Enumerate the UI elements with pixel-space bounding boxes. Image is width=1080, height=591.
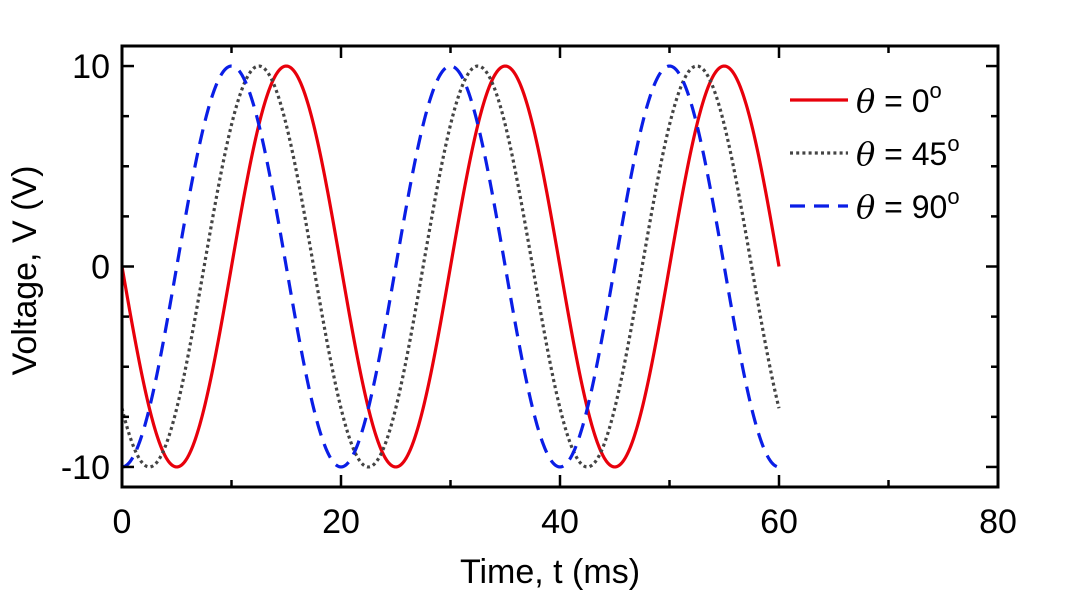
y-axis-title: Voltage, V (V) [6,166,44,376]
x-tick-label: 60 [760,503,798,541]
y-tick-label: 10 [72,48,110,86]
legend-degree-sup: o [947,131,959,156]
legend-label-1: θ = 45o [856,131,960,173]
x-axis-title: Time, t (ms) [460,553,640,591]
legend-degree-sup: o [947,184,959,209]
legend-theta-symbol: θ [856,135,875,173]
y-tick-label: -10 [61,449,110,487]
x-tick-label: 20 [322,503,360,541]
legend-label-text: = 45 [875,136,947,172]
series-line-1 [120,64,781,469]
legend-label-2: θ = 90o [856,184,960,226]
x-tick-label: 0 [113,503,132,541]
series-layer [120,64,781,469]
x-tick-label: 40 [541,503,579,541]
legend-label-text: = 0 [875,83,929,119]
legend-degree-sup: o [930,78,942,103]
series-line-2 [121,64,780,469]
legend-theta-symbol: θ [856,82,875,120]
series-line-0 [120,64,781,469]
legend-theta-symbol: θ [856,188,875,226]
y-tick-label: 0 [91,249,110,287]
x-tick-label: 80 [979,503,1017,541]
legend-label-text: = 90 [875,189,947,225]
legend-label-0: θ = 0o [856,78,942,120]
